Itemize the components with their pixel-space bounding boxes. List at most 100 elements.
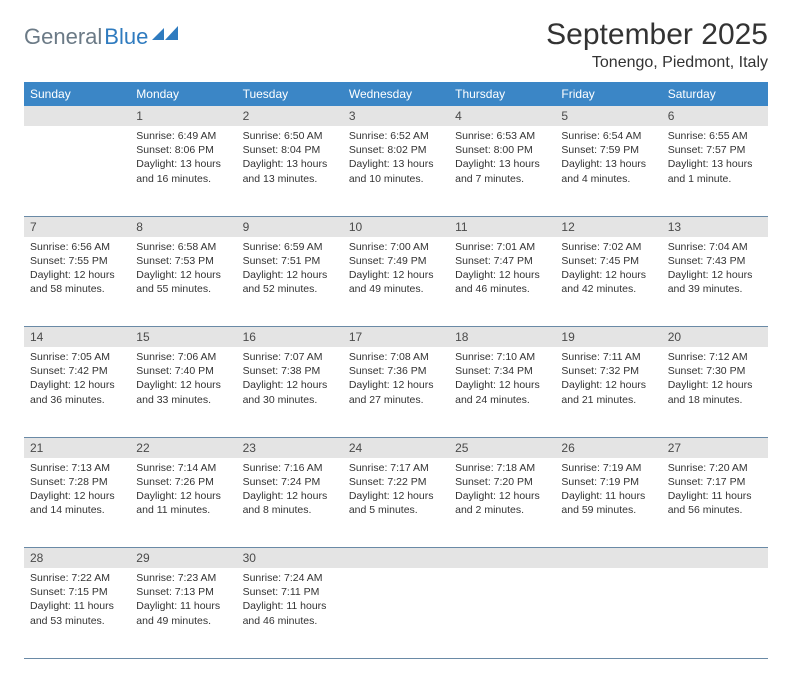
location-label: Tonengo, Piedmont, Italy [546,54,768,72]
day-number-cell: 15 [130,327,236,348]
day-number-cell: 10 [343,216,449,237]
day-cell: Sunrise: 7:04 AMSunset: 7:43 PMDaylight:… [662,237,768,327]
day-number: 25 [449,438,555,458]
day-number-cell: 2 [237,106,343,126]
day-number [555,548,661,554]
day-number-cell: 24 [343,437,449,458]
day-detail-line: Sunset: 8:02 PM [349,143,443,157]
content-row: Sunrise: 6:56 AMSunset: 7:55 PM Daylight:… [24,237,768,327]
day-detail-line: and 33 minutes. [136,393,230,407]
day-detail-line: and 46 minutes. [243,614,337,628]
day-detail-line: and 4 minutes. [561,172,655,186]
day-detail-line: Sunset: 7:47 PM [455,254,549,268]
day-details: Sunrise: 7:07 AMSunset: 7:38 PMDaylight:… [237,347,343,413]
day-details: Sunrise: 6:58 AMSunset: 7:53 PMDaylight:… [130,237,236,303]
day-details: Sunrise: 7:14 AMSunset: 7:26 PMDaylight:… [130,458,236,524]
day-detail-line: and 42 minutes. [561,282,655,296]
day-details: Sunrise: 7:05 AMSunset: 7:42 PMDaylight:… [24,347,130,413]
day-detail-line: Sunrise: 7:23 AM [136,571,230,585]
day-detail-line: Daylight: 12 hours [136,378,230,392]
day-detail-line: and 24 minutes. [455,393,549,407]
day-number: 24 [343,438,449,458]
day-detail-line: Daylight: 12 hours [30,489,124,503]
day-details: Sunrise: 7:19 AMSunset: 7:19 PMDaylight:… [555,458,661,524]
day-detail-line: Sunset: 7:53 PM [136,254,230,268]
day-details: Sunrise: 7:06 AMSunset: 7:40 PMDaylight:… [130,347,236,413]
day-detail-line: and 18 minutes. [668,393,762,407]
day-cell [449,568,555,658]
day-detail-line: and 10 minutes. [349,172,443,186]
content-row: Sunrise: 7:22 AMSunset: 7:15 PMDaylight:… [24,568,768,658]
weekday-header: Tuesday [237,82,343,106]
day-cell: Sunrise: 6:52 AMSunset: 8:02 PMDaylight:… [343,126,449,216]
day-details: Sunrise: 7:20 AMSunset: 7:17 PMDaylight:… [662,458,768,524]
day-cell [343,568,449,658]
day-cell: Sunrise: 7:00 AMSunset: 7:49 PMDaylight:… [343,237,449,327]
day-detail-line: Sunrise: 6:56 AM [30,240,124,254]
day-detail-line: Sunrise: 6:55 AM [668,129,762,143]
day-number-cell: 3 [343,106,449,126]
day-detail-line: and 13 minutes. [243,172,337,186]
day-cell [24,126,130,216]
day-detail-line: and 8 minutes. [243,503,337,517]
day-number: 18 [449,327,555,347]
day-cell: Sunrise: 7:24 AMSunset: 7:11 PMDaylight:… [237,568,343,658]
day-detail-line: Sunrise: 6:50 AM [243,129,337,143]
day-number-cell: 13 [662,216,768,237]
day-number: 4 [449,106,555,126]
day-detail-line: and 49 minutes. [349,282,443,296]
day-detail-line: Sunset: 7:15 PM [30,585,124,599]
day-cell: Sunrise: 7:07 AMSunset: 7:38 PMDaylight:… [237,347,343,437]
logo-text-blue: Blue [104,24,148,50]
day-detail-line: Sunset: 7:28 PM [30,475,124,489]
day-detail-line: Daylight: 12 hours [349,489,443,503]
day-detail-line: Sunrise: 7:14 AM [136,461,230,475]
day-detail-line: Sunrise: 7:06 AM [136,350,230,364]
day-number-cell: 22 [130,437,236,458]
day-detail-line: Sunrise: 7:08 AM [349,350,443,364]
day-number-cell: 12 [555,216,661,237]
day-detail-line: Daylight: 12 hours [668,378,762,392]
day-detail-line: and 55 minutes. [136,282,230,296]
day-detail-line: Sunset: 8:00 PM [455,143,549,157]
day-cell: Sunrise: 7:18 AMSunset: 7:20 PMDaylight:… [449,458,555,548]
day-detail-line: Daylight: 12 hours [136,489,230,503]
day-detail-line: Daylight: 13 hours [243,157,337,171]
day-number: 22 [130,438,236,458]
calendar-page: GeneralBlue September 2025 Tonengo, Pied… [0,0,792,677]
day-number-cell: 20 [662,327,768,348]
day-detail-line: and 49 minutes. [136,614,230,628]
day-number-cell: 26 [555,437,661,458]
day-detail-line: Daylight: 12 hours [243,489,337,503]
day-details: Sunrise: 6:55 AMSunset: 7:57 PMDaylight:… [662,126,768,192]
weekday-header: Friday [555,82,661,106]
day-details: Sunrise: 6:59 AMSunset: 7:51 PMDaylight:… [237,237,343,303]
day-number: 8 [130,217,236,237]
day-detail-line: Sunrise: 7:17 AM [349,461,443,475]
daynum-row: 14151617181920 [24,327,768,348]
day-detail-line: Daylight: 12 hours [243,268,337,282]
content-row: Sunrise: 6:49 AMSunset: 8:06 PMDaylight:… [24,126,768,216]
day-number: 16 [237,327,343,347]
day-details: Sunrise: 7:22 AMSunset: 7:15 PMDaylight:… [24,568,130,634]
day-detail-line: Sunrise: 7:12 AM [668,350,762,364]
day-number: 7 [24,217,130,237]
day-detail-line: Sunset: 7:30 PM [668,364,762,378]
day-details: Sunrise: 7:08 AMSunset: 7:36 PMDaylight:… [343,347,449,413]
day-number-cell [555,548,661,569]
day-detail-line: Sunrise: 7:05 AM [30,350,124,364]
day-detail-line: and 11 minutes. [136,503,230,517]
calendar-table: Sunday Monday Tuesday Wednesday Thursday… [24,82,768,659]
day-detail-line: Sunset: 7:38 PM [243,364,337,378]
day-detail-line: Sunset: 7:32 PM [561,364,655,378]
header: GeneralBlue September 2025 Tonengo, Pied… [24,18,768,72]
day-cell: Sunrise: 7:14 AMSunset: 7:26 PMDaylight:… [130,458,236,548]
day-details: Sunrise: 7:24 AMSunset: 7:11 PMDaylight:… [237,568,343,634]
day-detail-line: Daylight: 13 hours [136,157,230,171]
day-detail-line: Sunset: 7:42 PM [30,364,124,378]
day-cell: Sunrise: 7:13 AMSunset: 7:28 PMDaylight:… [24,458,130,548]
day-detail-line: Sunset: 7:55 PM [30,254,124,268]
day-number-cell: 16 [237,327,343,348]
day-cell [555,568,661,658]
day-detail-line: and 53 minutes. [30,614,124,628]
